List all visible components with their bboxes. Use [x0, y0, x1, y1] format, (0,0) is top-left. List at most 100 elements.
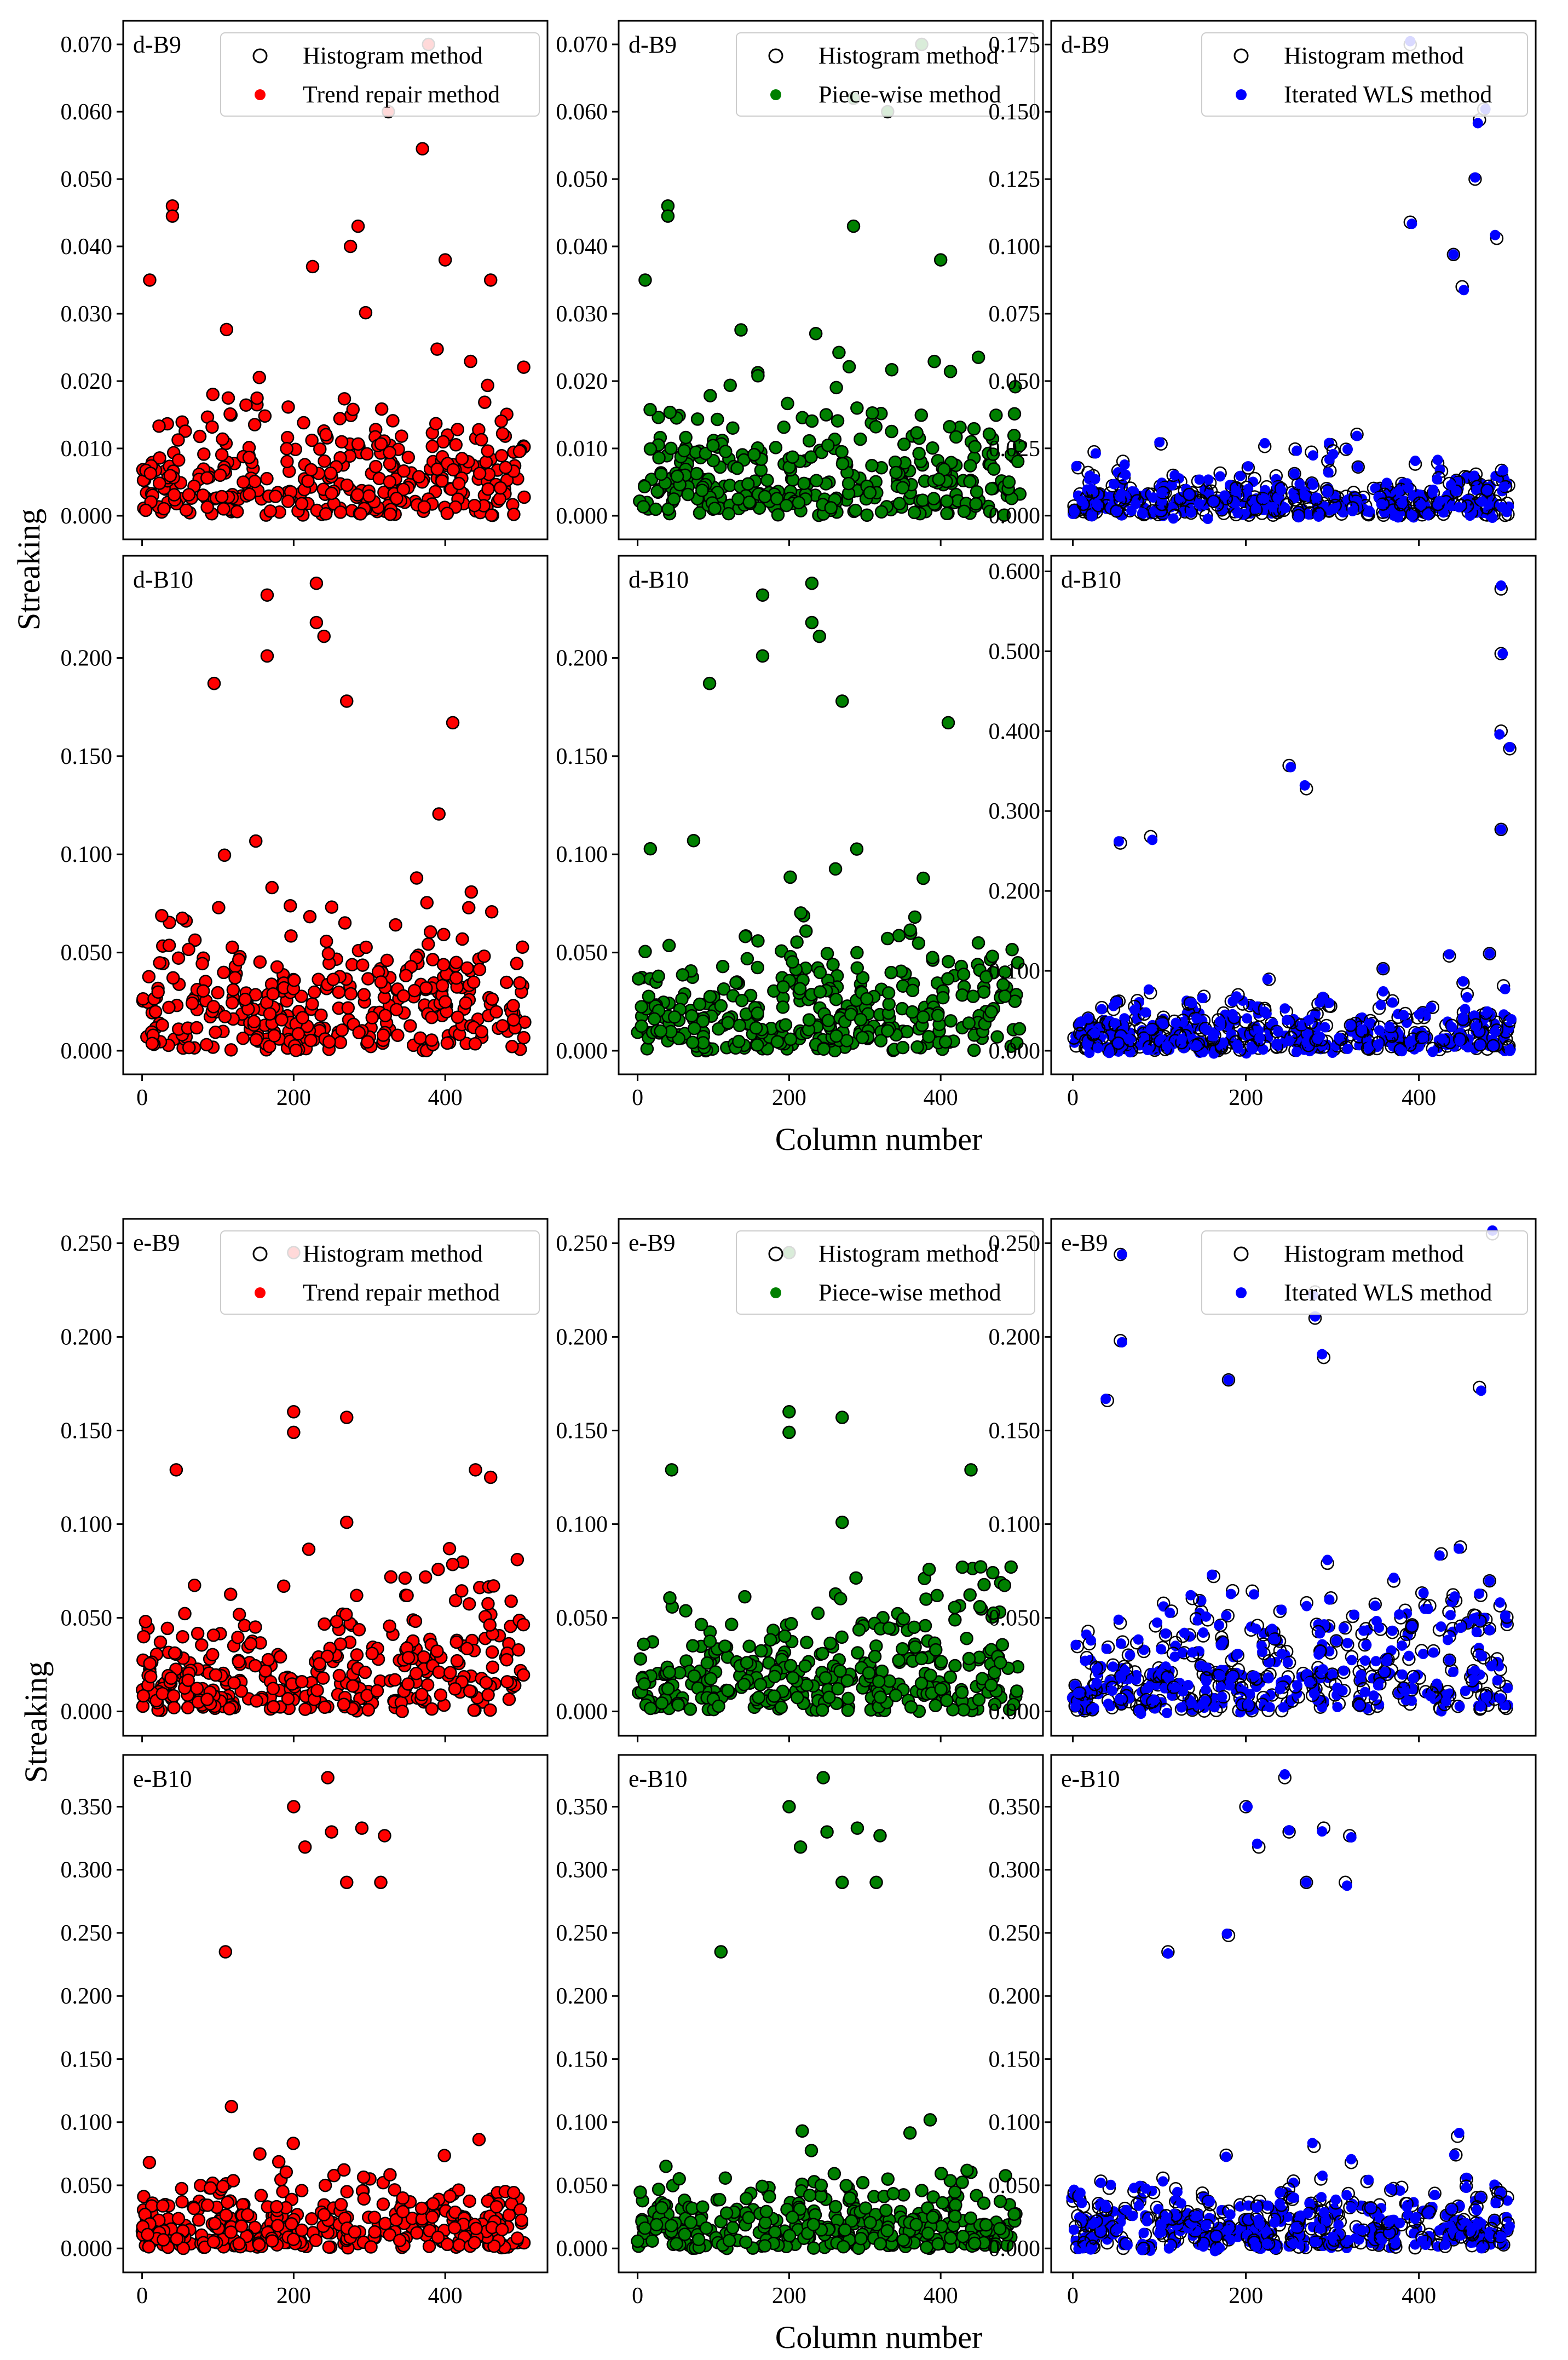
reference-point	[477, 949, 491, 963]
ytick-label: 0.125	[989, 167, 1041, 192]
reference-point	[968, 440, 982, 454]
reference-point	[403, 1019, 417, 1033]
reference-point	[442, 1541, 457, 1556]
series-point	[333, 1670, 345, 1682]
series-point	[1328, 503, 1339, 514]
series-point	[146, 1037, 158, 1050]
reference-point	[897, 438, 911, 451]
series-point	[717, 960, 729, 973]
series-point	[1304, 1014, 1315, 1025]
series-point	[250, 835, 262, 848]
ytick-label: 0.070	[556, 32, 608, 57]
series-point	[437, 435, 449, 448]
reference-point	[1494, 822, 1508, 837]
series-point	[1191, 1013, 1202, 1024]
series-point	[1490, 1026, 1501, 1037]
series-point	[201, 501, 214, 514]
series-point	[771, 492, 783, 505]
series-point	[1076, 1016, 1087, 1027]
reference-point	[794, 906, 808, 920]
series-point	[266, 882, 278, 894]
reference-point	[751, 1006, 764, 1020]
reference-point	[344, 987, 358, 1001]
series-point	[648, 1012, 661, 1025]
series-point	[1319, 1022, 1330, 1033]
series-point	[487, 1580, 500, 1592]
series-point	[237, 476, 250, 488]
series-point	[1203, 474, 1214, 485]
series-point	[338, 393, 350, 405]
series-point	[983, 428, 996, 440]
series-point	[1330, 1040, 1341, 1051]
series-point	[209, 1026, 222, 1039]
reference-point	[175, 911, 189, 925]
reference-point	[182, 1040, 196, 1055]
series-point	[1105, 491, 1116, 502]
axes-frame	[1050, 555, 1537, 1075]
reference-point	[244, 1637, 258, 1651]
reference-point	[325, 900, 339, 914]
reference-point	[494, 415, 508, 428]
series-point	[1231, 991, 1242, 1002]
series-point	[514, 977, 526, 989]
series-point	[416, 142, 429, 155]
series-point	[821, 947, 834, 960]
series-point	[165, 1672, 177, 1684]
series-point	[676, 993, 688, 1005]
series-point	[892, 929, 905, 942]
reference-point	[835, 694, 849, 708]
reference-point	[907, 505, 921, 520]
reference-point	[635, 1019, 648, 1033]
series-point	[163, 939, 176, 952]
xtick-label: 400	[428, 1085, 463, 1110]
reference-point	[1483, 947, 1496, 960]
series-point	[964, 475, 976, 488]
series-point	[1490, 229, 1501, 240]
ytick-label: 0.030	[556, 302, 608, 327]
series-point	[207, 1629, 220, 1642]
axes-frame	[1050, 20, 1537, 540]
series-point	[217, 503, 230, 515]
reference-point	[178, 424, 192, 438]
xtick-label: 200	[1229, 1085, 1263, 1110]
series-point	[391, 1029, 404, 1041]
reference-point	[986, 447, 1000, 461]
reference-point	[632, 972, 645, 986]
series-point	[1417, 1032, 1428, 1043]
reference-point	[500, 1675, 514, 1689]
reference-point	[495, 1019, 510, 1033]
series-point	[341, 479, 353, 492]
series-point	[501, 1676, 514, 1688]
legend-label-method: Piece-wise method	[818, 81, 1001, 108]
reference-point	[881, 986, 896, 1000]
series-point	[318, 455, 331, 468]
xtick-label: 200	[276, 1085, 311, 1110]
series-point	[464, 1685, 476, 1697]
series-point	[932, 473, 945, 486]
reference-point	[500, 1653, 514, 1667]
series-point	[182, 943, 195, 955]
ytick-label: 0.100	[989, 234, 1041, 260]
series-point	[1397, 498, 1408, 509]
ytick-label: 0.200	[61, 646, 113, 671]
reference-point	[440, 506, 454, 520]
series-point	[972, 351, 985, 364]
reference-point	[383, 507, 397, 521]
ytick-label: 0.050	[61, 167, 113, 192]
ytick-label: 0.030	[61, 302, 113, 327]
series-point	[259, 1665, 272, 1677]
series-point	[988, 463, 1000, 475]
reference-point	[749, 1021, 763, 1035]
reference-point	[239, 398, 253, 412]
series-point	[319, 1701, 331, 1713]
series-point	[980, 970, 993, 983]
reference-point	[314, 1008, 328, 1022]
ytick-label: 0.300	[989, 799, 1041, 824]
reference-point	[485, 508, 499, 522]
series-point	[861, 993, 873, 1005]
series-point	[422, 1679, 434, 1691]
reference-point	[178, 1607, 192, 1621]
series-point	[928, 355, 941, 368]
reference-point	[155, 1018, 169, 1032]
series-point	[971, 486, 983, 498]
